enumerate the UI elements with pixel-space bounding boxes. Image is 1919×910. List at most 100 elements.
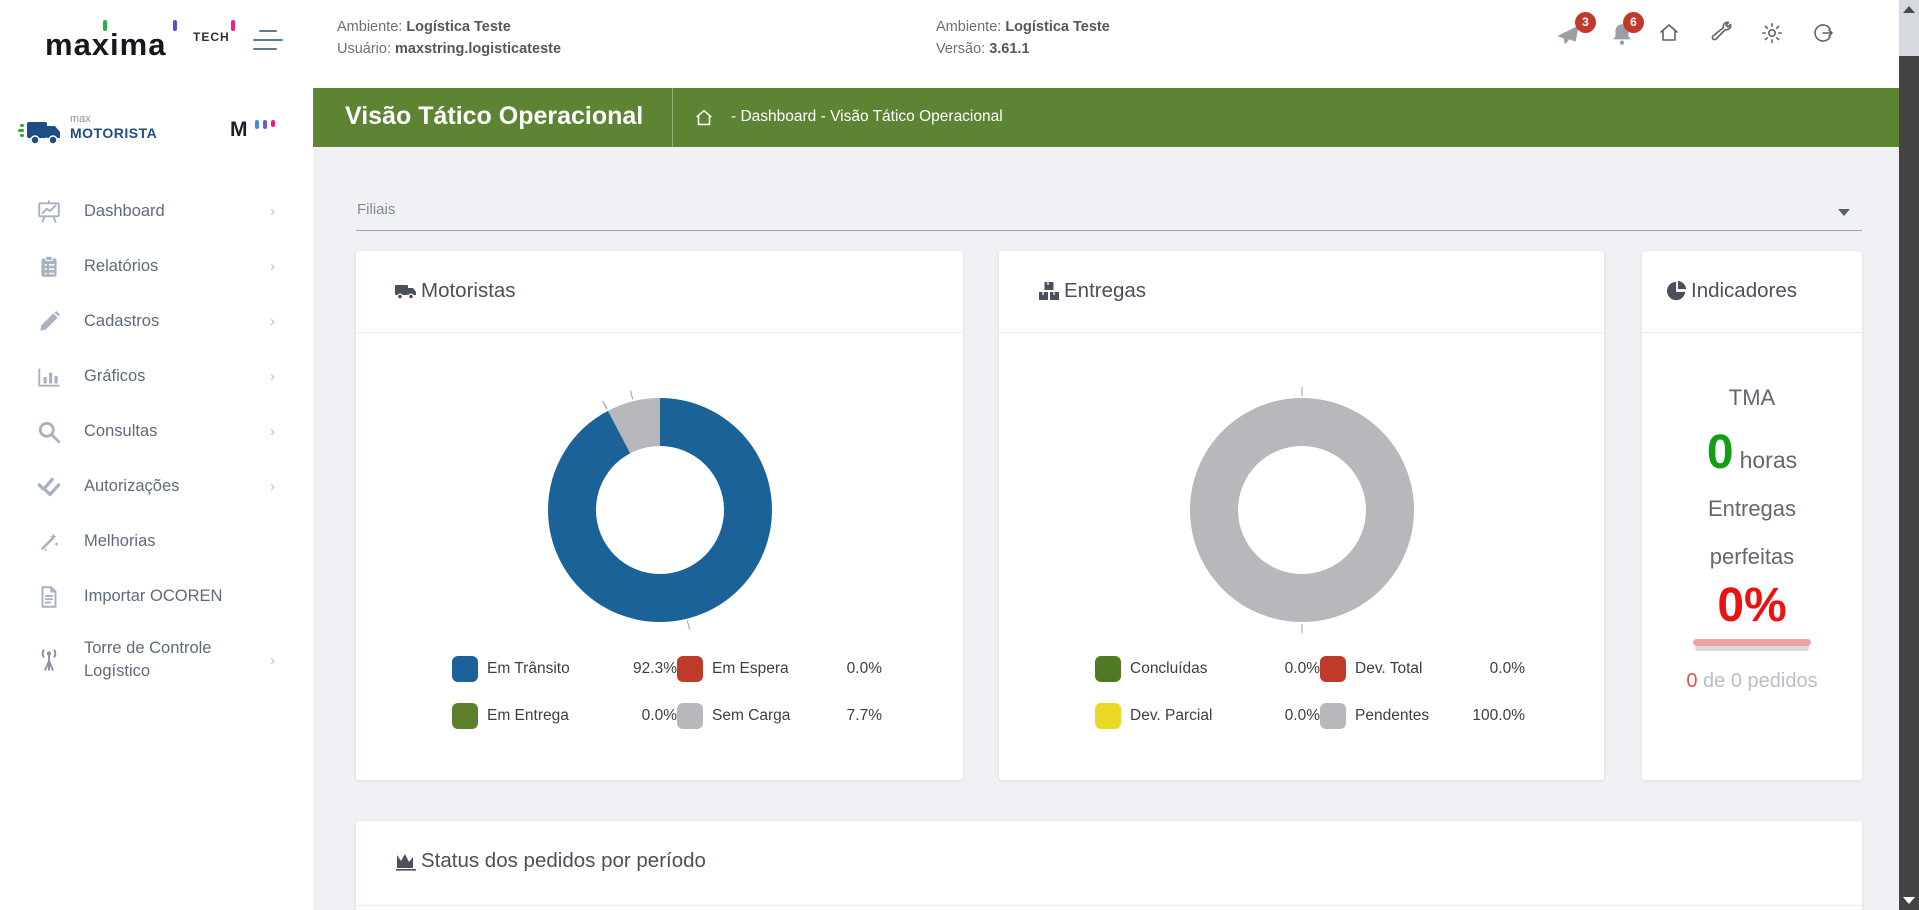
menu-toggle-icon[interactable] [253,30,283,56]
filiais-select[interactable]: Filiais [356,197,1862,231]
scrollbar-thumb[interactable] [1899,0,1919,56]
chevron-right-icon: › [270,258,275,275]
page-title-bar: Visão Tático Operacional - Dashboard - V… [313,88,1899,147]
settings-gear-icon[interactable] [1760,21,1786,47]
legend-item[interactable]: Concluídas 0.0% [1095,656,1320,682]
logout-icon[interactable] [1811,21,1837,47]
scroll-up-arrow-icon[interactable] [1903,6,1915,13]
sidebar-item-relatorios[interactable]: Relatórios › [0,239,313,294]
entregas-donut-chart [1177,385,1427,635]
legend-swatch [452,703,478,729]
motoristas-card-header: Motoristas [356,251,963,333]
legend-swatch [452,656,478,682]
maxima-tech-logo: maxima TECH [45,20,245,68]
truck-icon [395,285,416,300]
truck-logo-icon [18,116,66,153]
chevron-right-icon: › [270,203,275,220]
brand-accent-pink [231,20,235,31]
legend-item[interactable]: Em Trânsito 92.3% [452,656,677,682]
ambiente2-label: Ambiente: [936,19,1002,35]
usuario-label: Usuário: [337,41,391,57]
magic-wand-icon [36,529,62,555]
usuario-value: maxstring.logisticateste [395,41,562,57]
sidebar-item-graficos[interactable]: Gráficos › [0,349,313,404]
legend-swatch [1320,656,1346,682]
vertical-scrollbar[interactable] [1899,0,1919,910]
legend-item[interactable]: Dev. Total 0.0% [1320,656,1525,682]
motoristas-card-title: Motoristas [394,279,516,303]
entregas-card: Entregas Concluídas 0.0% Dev. Total 0.0%… [999,251,1604,780]
sidebar-nav: Dashboard › Relatórios › Cadastros › [0,184,313,696]
legend-swatch [677,703,703,729]
pie-chart-icon [1666,280,1687,301]
sidebar: max MOTORISTA M Dashboard › Relatórios [0,88,313,910]
entregas-perfeitas-line1: Entregas [1707,496,1797,521]
sidebar-item-dashboard[interactable]: Dashboard › [0,184,313,239]
legend-swatch [1320,703,1346,729]
legend-item[interactable]: Pendentes 100.0% [1320,703,1525,729]
sidebar-item-melhorias[interactable]: Melhorias [0,514,313,569]
legend-item[interactable]: Dev. Parcial 0.0% [1095,703,1320,729]
mini-m-logo: M [230,118,275,142]
motoristas-donut-chart [535,385,785,635]
motoristas-card: Motoristas Em Trânsito 92.3% Em Espera 0… [356,251,963,780]
sidebar-item-autorizacoes[interactable]: Autorizações › [0,459,313,514]
bell-badge[interactable]: 6 [1623,12,1644,33]
boxes-icon [1039,282,1059,300]
search-icon [36,419,62,445]
tma-label: TMA [1728,385,1776,410]
wrench-icon[interactable] [1709,21,1735,47]
product-name: max MOTORISTA [70,114,158,142]
indicadores-card: Indicadores TMA 0 horas Entregas perfeita… [1642,251,1862,780]
indicadores-card-title: Indicadores [1666,279,1797,303]
titlebar-divider [672,88,673,147]
max-motorista-logo: max MOTORISTA M [0,88,313,178]
entregas-card-header: Entregas [999,251,1604,333]
indicadores-body: TMA 0 horas Entregas perfeitas 0% 0 de 0 … [1642,333,1862,693]
indicadores-card-header: Indicadores [1642,251,1862,333]
ambiente-value: Logística Teste [406,19,511,35]
scroll-down-arrow-icon[interactable] [1903,897,1915,904]
tma-number: 0 [1706,426,1734,479]
brand-name: maxima [45,27,167,62]
legend-item[interactable]: Em Entrega 0.0% [452,703,677,729]
sidebar-item-torre-de-controle[interactable]: Torre de Controle Logístico › [0,624,313,696]
legend-item[interactable]: Em Espera 0.0% [677,656,882,682]
legend-item[interactable]: Sem Carga 7.7% [677,703,882,729]
environment-version-info: Ambiente: Logística Teste Versão: 3.61.1 [936,16,1110,60]
clipboard-icon [36,254,62,280]
filiais-label: Filiais [357,201,396,218]
sidebar-item-cadastros[interactable]: Cadastros › [0,294,313,349]
status-card-title: Status dos pedidos por período [394,849,706,873]
product-name-bottom: MOTORISTA [70,125,158,141]
progress-bar-fill [1693,639,1811,646]
sidebar-item-consultas[interactable]: Consultas › [0,404,313,459]
header-icon-strip: 3 6 [1545,0,1865,88]
status-pedidos-card: Status dos pedidos por período [356,821,1862,910]
home-icon[interactable] [1657,21,1683,47]
versao-label: Versão: [936,41,986,57]
pedidos-count: 0 de 0 pedidos [1686,670,1818,692]
motoristas-legend: Em Trânsito 92.3% Em Espera 0.0% Em Entr… [452,656,882,729]
chevron-right-icon: › [270,313,275,330]
double-check-icon [36,474,62,500]
filiais-underline [356,230,1862,231]
legend-swatch [1095,703,1121,729]
versao-value: 3.61.1 [989,41,1030,57]
tma-value: 0 horas [1642,425,1862,480]
area-chart-icon [396,854,416,871]
progress-bar-shadow [1695,645,1809,651]
legend-swatch [677,656,703,682]
brand-accent-blue [173,20,177,31]
top-header: maxima TECH Ambiente: Logística Teste Us… [0,0,1899,88]
breadcrumb-home-icon[interactable] [693,107,715,129]
dropdown-arrow-icon [1838,209,1850,216]
pedidos-count-number: 0 [1686,670,1698,692]
legend-swatch [1095,656,1121,682]
announcements-badge[interactable]: 3 [1575,12,1596,33]
chevron-right-icon: › [270,423,275,440]
environment-user-info: Ambiente: Logística Teste Usuário: maxst… [337,16,561,60]
sidebar-item-importar-ocoren[interactable]: Importar OCOREN [0,569,313,624]
announcements-icon[interactable] [1555,21,1581,47]
